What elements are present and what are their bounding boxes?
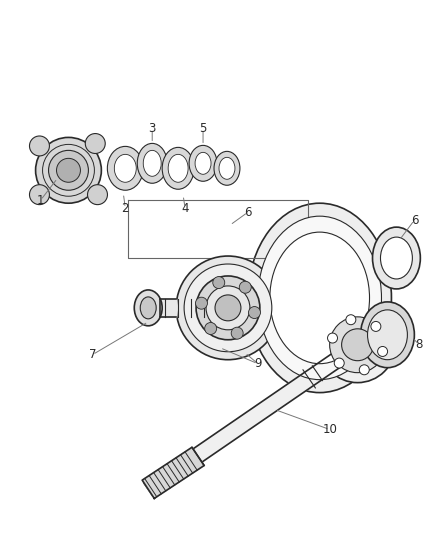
Circle shape (371, 321, 381, 332)
Text: 2: 2 (122, 201, 129, 215)
Circle shape (85, 134, 105, 154)
Circle shape (248, 306, 261, 319)
Circle shape (205, 322, 217, 335)
Circle shape (35, 138, 101, 203)
Ellipse shape (219, 157, 235, 179)
Ellipse shape (134, 290, 162, 326)
Ellipse shape (196, 276, 260, 340)
Polygon shape (144, 341, 359, 496)
Text: 10: 10 (322, 423, 337, 436)
Circle shape (57, 158, 81, 182)
Ellipse shape (107, 147, 143, 190)
Circle shape (29, 185, 49, 205)
Ellipse shape (258, 216, 381, 379)
Ellipse shape (189, 146, 217, 181)
Ellipse shape (140, 297, 156, 319)
Text: 8: 8 (416, 338, 423, 351)
Circle shape (29, 136, 49, 156)
Ellipse shape (360, 302, 414, 368)
Circle shape (346, 314, 356, 325)
Text: 6: 6 (244, 206, 252, 219)
Text: 4: 4 (181, 201, 189, 215)
Circle shape (328, 333, 338, 343)
Ellipse shape (372, 227, 420, 289)
Circle shape (239, 281, 251, 293)
Text: 9: 9 (254, 357, 261, 370)
Ellipse shape (168, 155, 188, 182)
Text: 6: 6 (411, 214, 418, 227)
Text: 5: 5 (199, 122, 207, 135)
Circle shape (49, 150, 88, 190)
Ellipse shape (367, 310, 407, 360)
Circle shape (359, 365, 369, 375)
Circle shape (213, 277, 225, 288)
Ellipse shape (206, 286, 250, 330)
Text: 1: 1 (37, 193, 44, 207)
Ellipse shape (137, 143, 167, 183)
Circle shape (88, 185, 107, 205)
Ellipse shape (248, 203, 392, 393)
Circle shape (320, 307, 396, 383)
Ellipse shape (214, 151, 240, 185)
Ellipse shape (215, 295, 241, 321)
Ellipse shape (176, 256, 280, 360)
Circle shape (334, 358, 344, 368)
Ellipse shape (162, 148, 194, 189)
Circle shape (231, 327, 243, 339)
Text: 3: 3 (148, 122, 156, 135)
Polygon shape (142, 447, 204, 498)
Ellipse shape (184, 264, 272, 352)
Circle shape (378, 346, 388, 357)
Ellipse shape (195, 152, 211, 174)
Circle shape (195, 297, 208, 309)
Text: 7: 7 (88, 348, 96, 361)
Polygon shape (160, 299, 176, 317)
Ellipse shape (270, 232, 370, 364)
Circle shape (342, 329, 374, 361)
Ellipse shape (114, 155, 136, 182)
Ellipse shape (143, 150, 161, 176)
Ellipse shape (381, 237, 413, 279)
Circle shape (330, 317, 385, 373)
